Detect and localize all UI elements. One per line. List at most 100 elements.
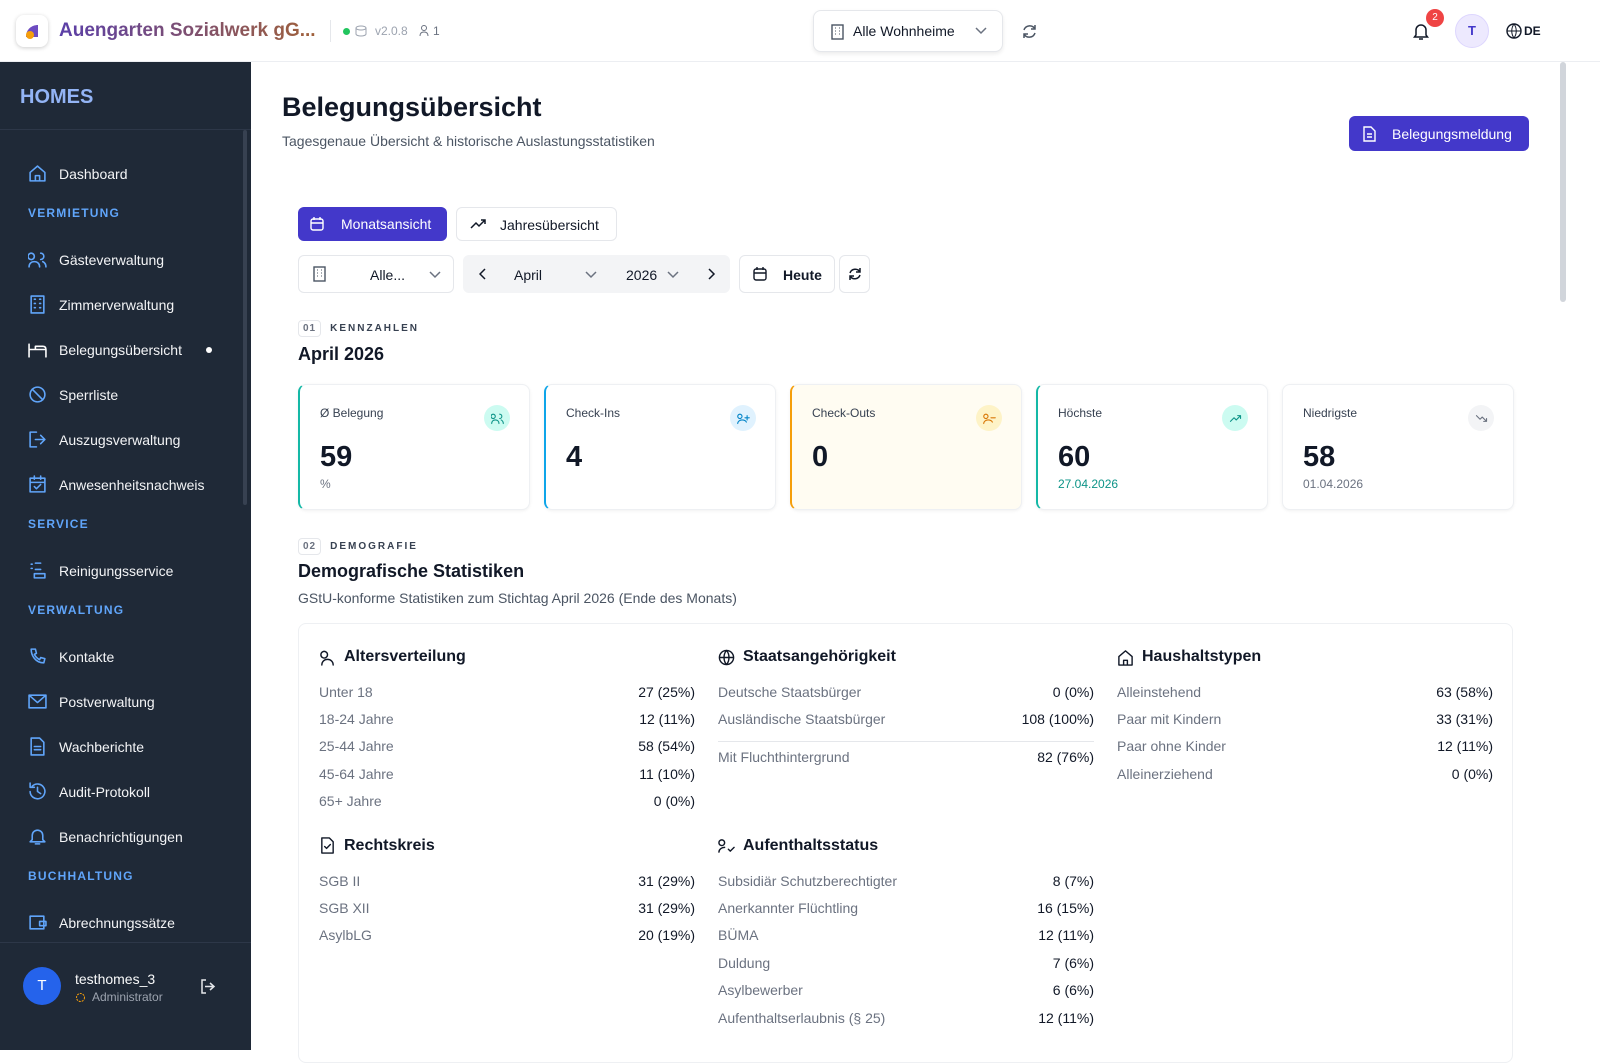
- nav-label: Audit-Protokoll: [59, 783, 151, 800]
- tab-label: Monatsansicht: [341, 216, 432, 232]
- year-select[interactable]: 2026: [626, 267, 658, 283]
- stat-value: 31 (29%): [638, 900, 695, 917]
- prev-month[interactable]: [479, 268, 487, 280]
- nav-item[interactable]: Dashboard: [0, 151, 251, 196]
- nav-label: Zimmerverwaltung: [59, 296, 175, 313]
- stat-label: Deutsche Staatsbürger: [718, 683, 862, 700]
- online-users: 1: [433, 24, 440, 38]
- stat-value: 12 (11%): [1038, 927, 1094, 944]
- stat-value: 0 (0%): [1052, 683, 1094, 700]
- stat-title-text: Aufenthaltsstatus: [743, 836, 879, 854]
- today-button[interactable]: Heute: [739, 255, 835, 293]
- icon: [320, 650, 334, 666]
- nav: Dashboard VERMIETUNG Gästeverwaltung Zimmer…: [0, 130, 251, 945]
- icon-shape: [29, 386, 46, 403]
- tab-active[interactable]: Monatsansicht: [298, 207, 447, 241]
- month-select[interactable]: April: [514, 267, 543, 283]
- nav-item[interactable]: Audit-Protokoll: [0, 769, 251, 814]
- stat-value: 108 (100%): [1021, 711, 1094, 728]
- nav-item[interactable]: Abrechnungssätze: [0, 900, 251, 945]
- stat-label: AsylbLG: [319, 927, 372, 944]
- nav-item[interactable]: Kontakte: [0, 634, 251, 679]
- stat-value: 20 (19%): [638, 927, 695, 944]
- nav-item[interactable]: Wachberichte: [0, 724, 251, 769]
- today-label: Heute: [783, 267, 822, 283]
- kpi-value: 4: [566, 441, 583, 473]
- nav-item[interactable]: Anwesenheitsnachweis: [0, 462, 251, 507]
- stat-title-text: Staatsangehörigkeit: [743, 648, 896, 665]
- role-icon: [76, 993, 85, 1002]
- home-select[interactable]: Alle Wohnheime: [813, 10, 1003, 52]
- nav-label: Wachberichte: [59, 738, 145, 755]
- stat-value: 63 (58%): [1436, 683, 1493, 700]
- report-button[interactable]: Belegungsmeldung: [1349, 116, 1529, 151]
- nav-item[interactable]: Postverwaltung: [0, 679, 251, 724]
- icon: [1229, 414, 1241, 422]
- nav-item[interactable]: Benachrichtigungen: [0, 814, 251, 859]
- icon-shape: [29, 829, 46, 845]
- logout-button[interactable]: [199, 978, 216, 995]
- reload-button[interactable]: [839, 255, 870, 293]
- nav-label: Anwesenheitsnachweis: [59, 476, 205, 493]
- icon: [321, 837, 334, 855]
- globe-icon[interactable]: [1506, 23, 1522, 39]
- stat-value: 12 (11%): [1038, 1009, 1094, 1026]
- stat-row: Paar mit Kindern 33 (31%): [1117, 705, 1493, 732]
- nav-heading: VERMIETUNG: [28, 206, 121, 220]
- kpi-label: Ø Belegung: [320, 406, 384, 420]
- doc-icon: [1363, 126, 1376, 142]
- logo[interactable]: [16, 15, 48, 47]
- stat-label: 18-24 Jahre: [319, 711, 394, 728]
- calendar-icon: [753, 267, 767, 281]
- stat-row: Deutsche Staatsbürger 0 (0%): [718, 678, 1094, 705]
- icon-shape: [1363, 126, 1376, 142]
- home-filter[interactable]: Alle...: [298, 255, 454, 293]
- nav-item[interactable]: Auszugsverwaltung: [0, 417, 251, 462]
- next-month[interactable]: [708, 268, 716, 280]
- nav-item[interactable]: Reinigungsservice: [0, 548, 251, 593]
- section-label-text: KENNZAHLEN: [330, 323, 420, 334]
- user-avatar[interactable]: T: [1455, 14, 1489, 48]
- stat-title: Rechtskreis: [319, 835, 695, 857]
- language[interactable]: DE: [1524, 24, 1541, 38]
- stat-row: Duldung 7 (6%): [718, 949, 1094, 976]
- refresh-icon: [849, 268, 861, 280]
- user-avatar: T: [23, 967, 61, 1005]
- nav-item[interactable]: Zimmerverwaltung: [0, 282, 251, 327]
- icon-shape: [753, 268, 767, 281]
- stat-value: 8 (7%): [1052, 872, 1094, 889]
- user-box: T testhomes_3 Administrator: [0, 942, 251, 1050]
- stat-value: 12 (11%): [639, 711, 695, 728]
- stat-label: SGB II: [319, 872, 361, 889]
- demographics-panel: Altersverteilung Unter 18 27 (25%) 18-24 Ja…: [298, 623, 1513, 1063]
- icon: [30, 737, 45, 756]
- tab[interactable]: Jahresübersicht: [456, 207, 617, 241]
- refresh-button[interactable]: [1021, 23, 1038, 40]
- stat-row: 65+ Jahre 0 (0%): [319, 788, 695, 815]
- calendar-icon: [310, 217, 324, 231]
- chevron: [667, 271, 679, 279]
- stat-row: AsylbLG 20 (19%): [319, 922, 695, 949]
- notification-bell[interactable]: [1412, 22, 1430, 41]
- icon-shape: [29, 782, 46, 800]
- kpi-value: 59: [320, 441, 353, 473]
- stat-value: 33 (31%): [1436, 711, 1493, 728]
- nav-item[interactable]: Gästeverwaltung: [0, 237, 251, 282]
- icon: [736, 413, 750, 424]
- kpi-icon: [1222, 405, 1248, 431]
- icon-shape: [29, 915, 47, 930]
- icon: [29, 829, 46, 845]
- icon-shape: [30, 648, 46, 664]
- nav-label: Kontakte: [59, 648, 115, 665]
- stat-row: BÜMA 12 (11%): [718, 922, 1094, 949]
- notification-badge: 2: [1426, 9, 1444, 27]
- icon-shape: [831, 24, 844, 40]
- stat-value: 31 (29%): [638, 872, 695, 889]
- nav-item[interactable]: Sperrliste: [0, 372, 251, 417]
- nav-item[interactable]: Belegungsübersicht: [0, 327, 251, 372]
- icon-shape: [320, 650, 334, 666]
- icon-shape: [311, 217, 323, 224]
- kpi-icon: [730, 405, 756, 431]
- section-label-text: DEMOGRAFIE: [330, 541, 418, 552]
